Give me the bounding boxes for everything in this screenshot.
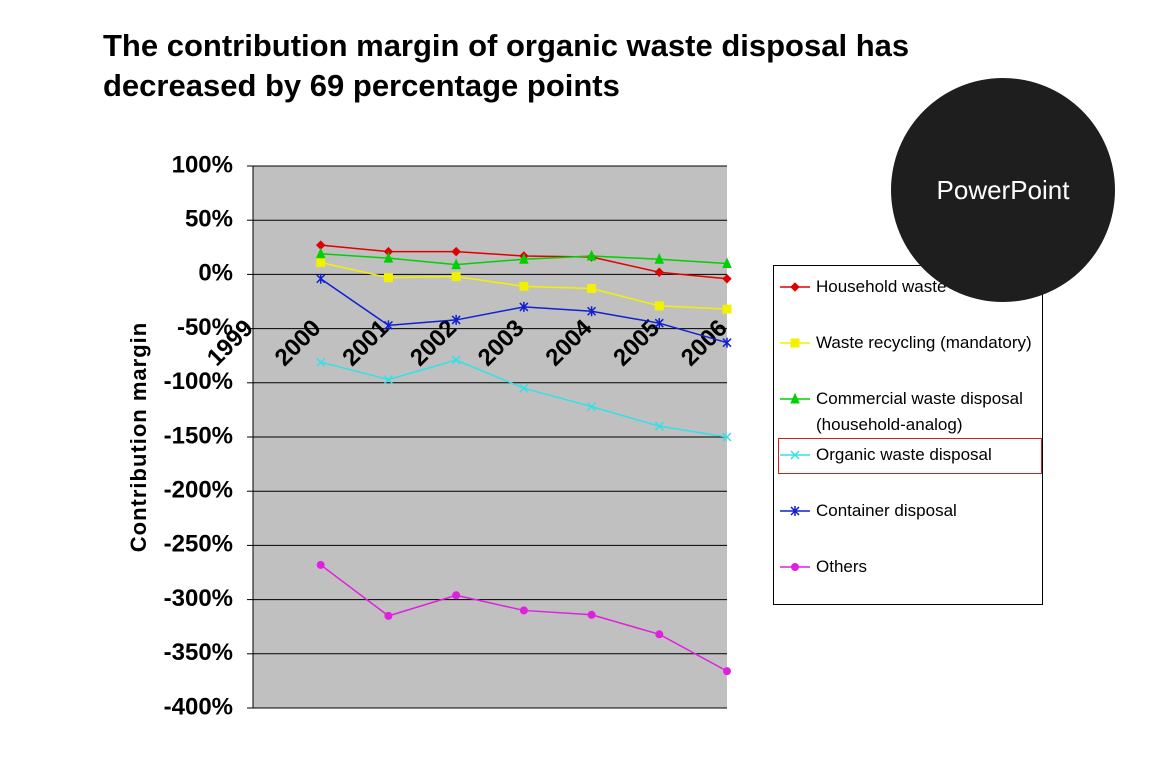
- marker: [586, 249, 597, 261]
- marker: [722, 432, 732, 442]
- legend-label: Container disposal: [816, 501, 957, 520]
- legend-swatch: [780, 450, 810, 460]
- marker: [519, 606, 528, 615]
- marker: [587, 610, 596, 619]
- legend-label: Organic waste disposal: [816, 445, 992, 464]
- marker: [519, 281, 529, 291]
- marker: [722, 337, 732, 348]
- marker: [723, 667, 731, 676]
- marker: [790, 506, 800, 516]
- marker: [587, 402, 597, 412]
- chart-title: The contribution margin of organic waste…: [103, 28, 910, 103]
- marker: [451, 355, 461, 365]
- legend-highlight: [778, 438, 1042, 474]
- marker: [383, 251, 394, 263]
- marker: [519, 301, 529, 312]
- marker: [654, 421, 664, 431]
- marker: [451, 246, 461, 257]
- legend-item: Organic waste disposal: [778, 442, 1044, 468]
- y-tick-label: -50%: [177, 314, 233, 341]
- series: [316, 257, 732, 314]
- y-tick-label: 0%: [198, 260, 233, 287]
- marker: [722, 257, 732, 269]
- marker: [587, 283, 597, 293]
- marker: [316, 357, 326, 367]
- legend: Household waste Waste recycling (mandator…: [773, 265, 1043, 605]
- y-tick-label: -100%: [164, 368, 233, 395]
- y-tick-label: -150%: [164, 422, 233, 449]
- y-tick-label: -250%: [164, 531, 233, 558]
- legend-swatch: [780, 338, 810, 348]
- legend-label: Household waste: [816, 277, 947, 296]
- marker: [383, 273, 393, 283]
- marker: [654, 267, 664, 277]
- marker: [316, 257, 326, 267]
- marker: [654, 252, 665, 264]
- y-tick-label: 50%: [185, 206, 233, 233]
- legend-swatch: [780, 392, 810, 404]
- marker: [384, 611, 393, 620]
- legend-label: Others: [816, 557, 868, 576]
- series: [315, 247, 732, 270]
- series: [316, 273, 732, 348]
- powerpoint-badge: PowerPoint: [891, 78, 1115, 302]
- marker: [587, 306, 597, 317]
- legend-label: Waste recycling (mandatory): [816, 333, 1032, 352]
- marker: [519, 383, 529, 393]
- marker: [451, 272, 461, 282]
- series: [316, 355, 732, 442]
- marker: [654, 301, 664, 311]
- legend-item: Commercial waste disposal (household-ana…: [778, 386, 1044, 438]
- marker: [654, 318, 664, 329]
- legend-swatch: [780, 506, 810, 516]
- series: [316, 560, 731, 676]
- marker: [790, 282, 800, 292]
- legend-swatch: [780, 563, 810, 571]
- legend-swatch: [780, 282, 810, 292]
- y-tick-label: 100%: [172, 151, 233, 178]
- marker: [316, 273, 326, 284]
- y-tick-label: -200%: [164, 477, 233, 504]
- marker: [315, 247, 326, 259]
- legend-label: Commercial waste disposal (household-ana…: [816, 389, 1023, 434]
- marker: [519, 252, 529, 264]
- marker: [655, 630, 664, 639]
- legend-item: Household waste: [778, 274, 1044, 300]
- marker: [791, 563, 799, 571]
- marker: [790, 392, 800, 404]
- marker: [790, 338, 800, 348]
- marker: [451, 258, 461, 270]
- marker: [316, 560, 325, 569]
- marker: [722, 274, 732, 284]
- legend-item: Waste recycling (mandatory): [778, 330, 1044, 356]
- marker: [452, 591, 461, 600]
- y-tick-label: -350%: [164, 639, 233, 666]
- marker: [722, 304, 732, 314]
- marker: [451, 314, 461, 325]
- marker: [790, 450, 800, 460]
- y-tick-label: -400%: [164, 693, 233, 720]
- legend-item: Others: [778, 554, 1044, 580]
- y-axis-label: Contribution margin: [126, 322, 151, 552]
- legend-item: Container disposal: [778, 498, 1044, 524]
- marker: [383, 375, 393, 385]
- marker: [383, 320, 393, 331]
- y-tick-label: -300%: [164, 585, 233, 612]
